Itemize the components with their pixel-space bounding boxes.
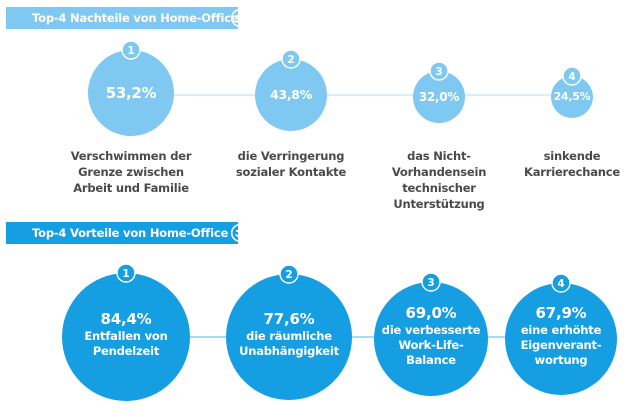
- advantage-label-line: die räumliche: [246, 328, 332, 343]
- advantage-rank-number: 1: [122, 268, 129, 280]
- advantage-label-line: die verbesserte: [381, 323, 481, 337]
- disadvantage-rank-number: 1: [127, 45, 134, 57]
- advantage-bubble-1: [62, 273, 190, 401]
- disadvantage-value: 43,8%: [270, 87, 312, 103]
- disadvantage-label: die Verringerung sozialer Kontakte: [235, 149, 347, 179]
- advantage-rank-badge-1: [116, 263, 136, 283]
- disadvantage-rank-number: 3: [435, 66, 442, 78]
- advantage-rank-badge-3: [421, 272, 441, 292]
- advantages-banner: Top-4 Vorteile von Home-Office: [6, 222, 250, 244]
- disadvantage-rank-badge-2: [281, 49, 301, 69]
- advantage-text: 69,0% die verbesserte Work-Life- Balance: [376, 304, 486, 368]
- disadvantage-value: 53,2%: [105, 83, 157, 102]
- advantage-rank-number: 3: [427, 277, 434, 289]
- advantage-bubble-3: [374, 282, 488, 396]
- disadvantage-rank-badge-4: [562, 66, 582, 86]
- disadvantages-banner: Top-4 Nachteile von Home-Office: [6, 7, 250, 29]
- disadvantage-value: 32,0%: [418, 89, 460, 104]
- advantage-rank-badge-2: [279, 264, 299, 284]
- advantage-text: 67,9% eine erhöhte Eigenverant-wortung: [506, 304, 616, 368]
- sad-face-icon: [230, 8, 250, 28]
- advantage-label-line: Balance: [406, 353, 456, 367]
- advantage-label-line: Unabhängigkeit: [239, 343, 339, 358]
- disadvantage-label: sinkende Karrierechance: [524, 149, 620, 179]
- advantage-label-line: wortung: [534, 353, 588, 367]
- disadvantage-rank-number: 4: [568, 71, 575, 83]
- disadvantages-title: Top-4 Nachteile von Home-Office: [32, 11, 239, 25]
- disadvantage-label: das Nicht- Vorhandensein technischer Unters…: [391, 149, 487, 211]
- disadvantage-label: Verschwimmen der Grenze zwischen Arbeit un…: [70, 149, 192, 195]
- disadvantage-bubble-3: [413, 71, 465, 123]
- advantage-text: 77,6% die räumliche Unabhängigkeit: [234, 310, 344, 359]
- advantage-bubble-4: [505, 283, 617, 395]
- advantage-rank-number: 4: [557, 278, 564, 290]
- advantage-text: 84,4% Entfallen von Pendelzeit: [71, 310, 181, 359]
- advantage-bubble-2: [226, 274, 352, 400]
- disadvantage-value: 24,5%: [553, 90, 591, 104]
- advantage-label-line: Eigenverant-: [520, 338, 602, 352]
- disadvantage-rank-badge-1: [121, 40, 141, 60]
- advantage-value: 84,4%: [100, 309, 152, 328]
- smiley-face-icon: [230, 223, 250, 243]
- disadvantage-bubble-2: [255, 59, 327, 131]
- advantage-value: 77,6%: [263, 309, 315, 328]
- disadvantage-rank-number: 2: [287, 54, 294, 66]
- advantage-label-line: Entfallen von: [84, 328, 168, 343]
- advantages-title: Top-4 Vorteile von Home-Office: [32, 226, 229, 240]
- advantage-label-line: Pendelzeit: [92, 343, 160, 358]
- disadvantage-bubble-1: [88, 50, 174, 136]
- advantage-rank-number: 2: [285, 269, 292, 281]
- disadvantage-rank-badge-3: [429, 61, 449, 81]
- disadvantage-bubble-4: [551, 76, 593, 118]
- advantage-value: 69,0%: [405, 304, 457, 322]
- advantage-value: 67,9%: [535, 304, 587, 322]
- advantage-rank-badge-4: [551, 273, 571, 293]
- advantage-label-line: Work-Life-: [398, 338, 464, 352]
- advantage-label-line: eine erhöhte: [520, 323, 602, 337]
